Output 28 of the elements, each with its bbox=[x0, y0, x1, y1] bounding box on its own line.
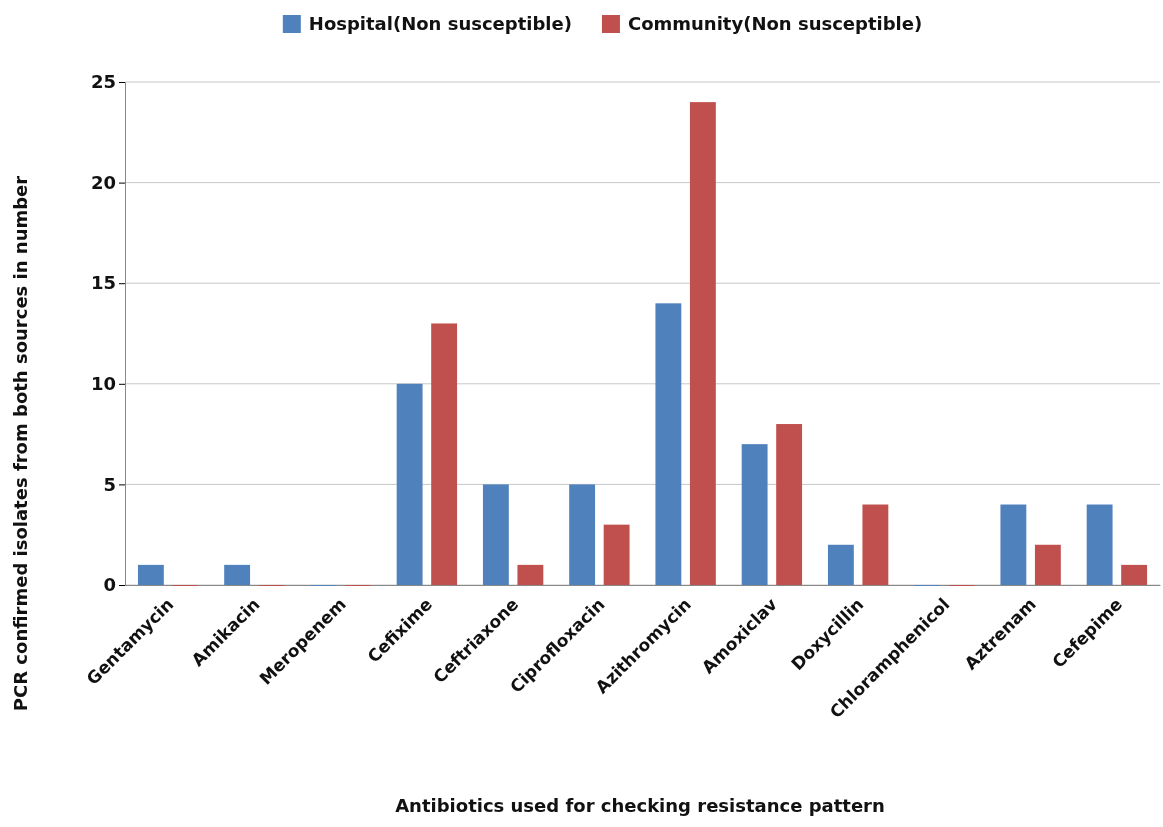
bar bbox=[862, 504, 889, 585]
bar bbox=[776, 424, 803, 585]
bar bbox=[569, 484, 596, 585]
bar bbox=[827, 544, 854, 585]
y-tick-label: 15 bbox=[90, 272, 116, 294]
bar bbox=[1086, 504, 1113, 585]
bar bbox=[482, 484, 509, 585]
y-tick-label: 20 bbox=[90, 171, 116, 193]
bar bbox=[689, 102, 716, 585]
legend-label: Community(Non susceptible) bbox=[627, 13, 923, 35]
bar bbox=[1000, 504, 1027, 585]
y-tick-label: 5 bbox=[103, 473, 116, 495]
legend-label: Hospital(Non susceptible) bbox=[308, 13, 572, 35]
x-axis-title: Antibiotics used for checking resistance pattern bbox=[395, 795, 885, 816]
bar bbox=[396, 383, 423, 585]
y-axis-title: PCR confirmed isolates from both sources in number bbox=[10, 175, 31, 712]
y-tick-label: 25 bbox=[90, 71, 116, 93]
bar bbox=[603, 524, 630, 585]
y-tick-label: 0 bbox=[103, 574, 116, 596]
bar bbox=[224, 564, 251, 585]
bar bbox=[655, 303, 682, 585]
bar bbox=[431, 323, 458, 585]
bar bbox=[741, 444, 768, 585]
bar bbox=[517, 564, 544, 585]
bar bbox=[1121, 564, 1148, 585]
bar bbox=[1034, 544, 1061, 585]
y-tick-label: 10 bbox=[90, 373, 116, 395]
bar bbox=[137, 564, 164, 585]
